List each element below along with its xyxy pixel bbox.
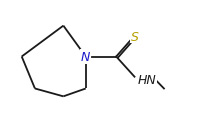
Text: HN: HN	[138, 73, 157, 86]
Text: S: S	[131, 30, 138, 43]
Text: N: N	[81, 51, 90, 63]
